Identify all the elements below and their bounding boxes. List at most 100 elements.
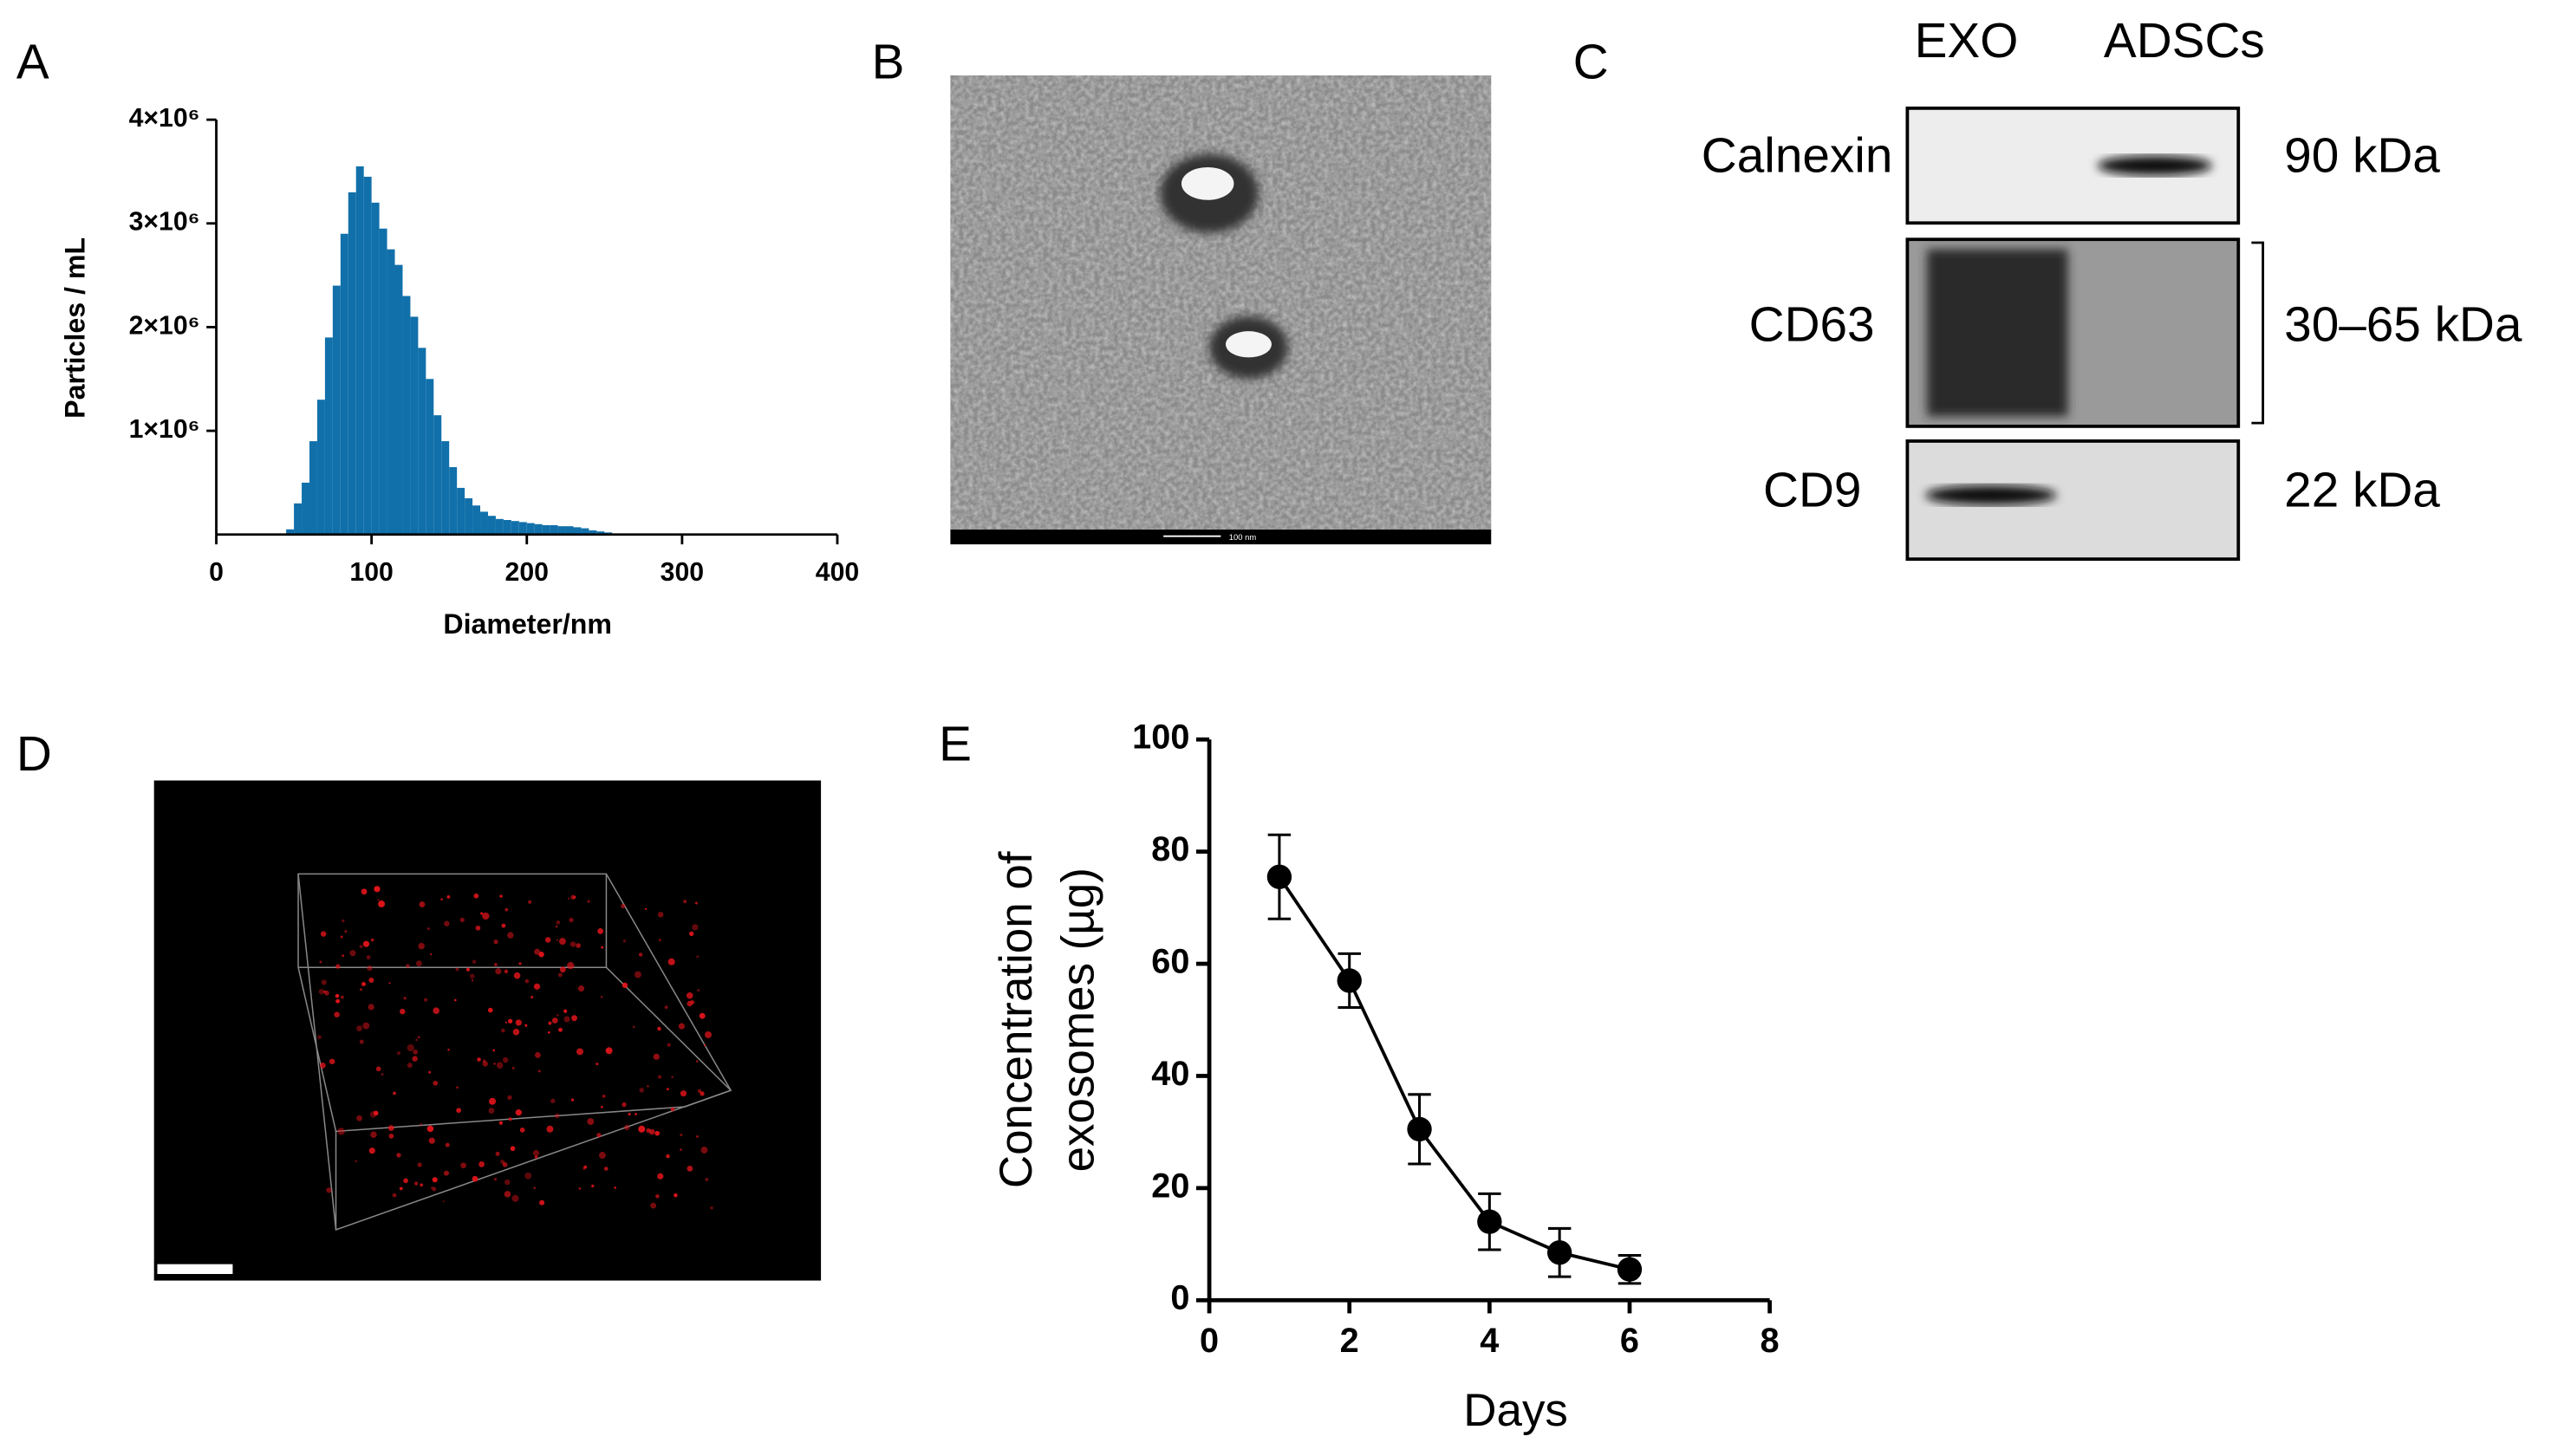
fluorescent-dot	[508, 1018, 513, 1024]
size-label: 30–65 kDa	[2284, 297, 2522, 352]
fluorescent-dot	[655, 1194, 660, 1199]
fluorescent-dot	[687, 1000, 693, 1007]
histogram-bar	[503, 520, 511, 535]
fluorescent-dot	[424, 998, 428, 1002]
fluorescent-dot	[666, 1154, 670, 1159]
fluorescent-dot	[356, 1115, 362, 1121]
x-tick-label: 0	[1200, 1322, 1219, 1360]
fluorescent-dot	[570, 894, 576, 900]
fluorescent-dot	[657, 1075, 662, 1079]
fluorescent-dot	[563, 1016, 570, 1023]
fluorescent-dot	[524, 1024, 528, 1027]
fluorescent-dot	[493, 1063, 496, 1065]
fluorescent-dot	[508, 1117, 512, 1121]
data-point	[1477, 1209, 1502, 1234]
fluorescent-dot	[550, 1098, 556, 1103]
fluorescent-dot	[558, 938, 566, 946]
fluorescent-dot	[367, 965, 373, 972]
panel-label: E	[939, 718, 972, 772]
fluorescent-dot	[578, 1187, 582, 1190]
fluorescent-dot	[482, 912, 490, 920]
fluorescent-dot	[413, 1181, 419, 1186]
fluorescent-dot	[670, 1107, 675, 1112]
fluorescent-dot	[567, 961, 575, 970]
histogram-bar	[487, 516, 496, 535]
histogram-bar	[418, 348, 426, 535]
fluorescent-dot	[518, 962, 522, 965]
fluorescent-dot	[446, 894, 451, 899]
fluorescent-dot	[480, 912, 484, 915]
fluorescent-dot	[639, 1088, 645, 1093]
x-tick-label: 8	[1761, 1322, 1780, 1360]
fluorescent-dot	[400, 1008, 406, 1015]
data-point	[1617, 1257, 1643, 1282]
fluorescent-dot	[507, 932, 514, 939]
fluorescent-dot	[396, 1153, 401, 1158]
fluorescent-dot	[444, 920, 450, 926]
fluorescent-dot	[403, 997, 407, 1000]
protein-label: Calnexin	[1702, 128, 1893, 183]
fluorescent-dot	[624, 1124, 630, 1131]
fluorescent-dot	[650, 1202, 657, 1209]
fluorescent-dot	[515, 1109, 522, 1116]
fluorescent-dot	[359, 988, 362, 991]
histogram-bar	[550, 524, 558, 535]
y-tick-label: 40	[1151, 1055, 1189, 1093]
tem-image: 100 nm	[950, 75, 1492, 545]
fluorescent-dot	[558, 1027, 563, 1032]
fluorescent-dot	[362, 1022, 370, 1030]
fluorescent-dot	[657, 1173, 664, 1180]
fluorescent-dot	[547, 1031, 550, 1034]
fluorescent-dot	[415, 960, 422, 967]
fluorescent-dot	[638, 1125, 646, 1133]
fluorescent-dot	[563, 1009, 568, 1013]
fluorescent-dot	[340, 935, 343, 939]
fluorescent-dot	[428, 1137, 435, 1144]
fluorescent-dot	[445, 1142, 450, 1147]
fluorescent-dot	[370, 1131, 377, 1138]
fluorescent-dot	[697, 1089, 702, 1093]
y-tick-label: 3×10⁶	[129, 208, 200, 237]
fluorescent-dot	[482, 1061, 488, 1067]
fluorescent-dot	[477, 1057, 481, 1062]
fluorescent-dot	[577, 985, 585, 992]
fluorescent-dot	[335, 993, 340, 998]
fluorescent-dot	[504, 907, 509, 912]
fluorescent-dot	[430, 952, 433, 956]
fluorescent-dot	[316, 1035, 322, 1040]
fluorescent-dot	[556, 939, 559, 941]
histogram-bar	[355, 166, 364, 535]
histogram-bar	[457, 487, 465, 535]
fluorescent-dot	[596, 1133, 602, 1138]
fluorescent-dot	[546, 1125, 554, 1133]
fluorescent-dot	[653, 1053, 660, 1060]
fluorescent-dot	[440, 898, 443, 901]
fluorescent-dot	[399, 1186, 403, 1191]
fluorescent-dot	[587, 900, 590, 903]
data-point	[1266, 864, 1292, 889]
fluorescent-dot	[447, 1048, 450, 1051]
fluorescent-dot	[499, 894, 503, 898]
fluorescent-dot	[695, 1060, 699, 1063]
data-line	[1278, 875, 1630, 1271]
fluorescent-dot	[473, 893, 479, 899]
histogram-bar	[309, 441, 317, 535]
histogram-bar	[302, 482, 309, 535]
fluorescent-dot	[622, 1102, 627, 1108]
fluorescent-dot	[603, 1167, 609, 1171]
histogram-bar	[596, 531, 605, 535]
fluorescent-dot	[568, 897, 570, 900]
fluorescent-dot	[534, 1155, 538, 1159]
fluorescent-dot	[614, 1186, 616, 1189]
fluorescent-dot	[412, 1056, 418, 1062]
histogram-bar	[379, 228, 387, 535]
fluorescent-dot	[502, 1161, 508, 1167]
y-tick-label: 20	[1151, 1167, 1189, 1205]
histogram-bar	[526, 523, 535, 535]
fluorescent-dot	[576, 943, 581, 948]
fluorescent-dot	[478, 1161, 485, 1167]
fluorescent-dot	[472, 959, 477, 964]
fluorescent-dot	[571, 1015, 577, 1022]
histogram-bar	[387, 249, 395, 535]
x-tick-label: 2	[1340, 1322, 1359, 1360]
